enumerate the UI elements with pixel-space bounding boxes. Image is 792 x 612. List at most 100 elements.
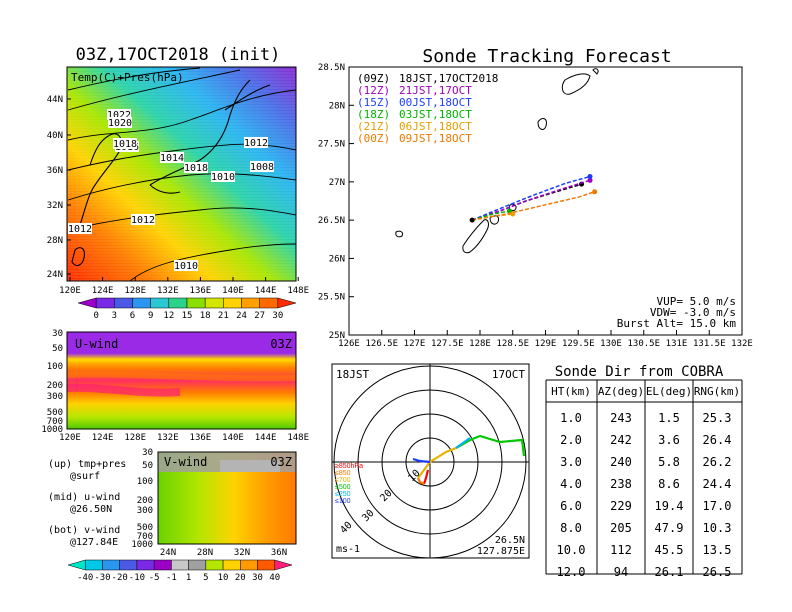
colorbar-swatch — [241, 297, 260, 309]
pressure-tick-label: 200 — [47, 381, 63, 391]
pressure-tick-label: 1000 — [41, 425, 63, 435]
svg-text:1012: 1012 — [131, 215, 155, 226]
track-endpoint — [592, 189, 598, 195]
svg-text:1010: 1010 — [211, 172, 235, 183]
isobars — [67, 67, 297, 282]
lat-tick-label: 32N — [47, 201, 63, 211]
hodo-date: 17OCT — [492, 368, 525, 381]
table-header: RNG(km) — [694, 385, 740, 398]
table-cell: 112 — [610, 543, 632, 557]
legend-utc: (21Z) — [357, 120, 390, 133]
colorbar-tick: -1 — [166, 573, 177, 583]
track-line — [471, 175, 591, 221]
lon-tick-label: 129E — [535, 339, 557, 349]
colorbar-swatch — [102, 559, 120, 571]
legend-jst: 06JST,18OCT — [399, 120, 472, 133]
svg-text:1018: 1018 — [113, 139, 137, 150]
colorbar-tick: 1 — [186, 573, 191, 583]
pressure-tick-label: 300 — [47, 392, 63, 402]
colorbar-swatch — [150, 297, 170, 309]
hodograph-trace — [412, 434, 526, 485]
colorbar-swatch — [153, 559, 172, 571]
table-title: Sonde Dir from COBRA — [555, 364, 724, 380]
sonde-table: HT(km) AZ(deg) EL(deg) RNG(km) 1.0 243 1.5 25.3… — [545, 379, 743, 579]
lon-tick-label: 144E — [255, 286, 277, 296]
lon-tick-label: 127E — [404, 339, 426, 349]
u-wind-panel: U-wind 03Z — [66, 331, 297, 430]
colorbar-swatch — [259, 297, 279, 309]
colorbar-swatch — [188, 559, 207, 571]
lon-tick-label: 136E — [190, 286, 212, 296]
colorbar-swatch — [171, 559, 189, 571]
isobar-label: 1018 — [113, 138, 137, 150]
colorbar-tick: 30 — [252, 573, 263, 583]
svg-text:1012: 1012 — [68, 224, 92, 235]
track-endpoint — [587, 173, 593, 179]
pressure-tick-label: 500 — [47, 408, 63, 418]
colorbar-tick: 3 — [112, 311, 117, 321]
lon-tick-label: 144E — [255, 433, 277, 443]
lat-tick-label: 32N — [234, 548, 250, 558]
colorbar-tick: -10 — [129, 573, 145, 583]
colorbar-swatch — [222, 559, 241, 571]
table-cell: 1.0 — [560, 411, 582, 425]
lon-tick-label: 132E — [157, 433, 179, 443]
track-series — [471, 173, 598, 221]
table-cell: 243 — [610, 411, 632, 425]
colorbar-tick: 6 — [130, 311, 135, 321]
svg-text:1018: 1018 — [184, 163, 208, 174]
temperature-colorbar: 0 3 6 9 12 15 18 21 24 27 30 — [77, 297, 297, 321]
legend-jst: 21JST,17OCT — [399, 84, 472, 97]
table-cell: 6.0 — [560, 499, 582, 513]
table-header: HT(km) — [551, 385, 591, 398]
isobar-label: 1010 — [211, 171, 235, 183]
table-cell: 45.5 — [655, 543, 684, 557]
track-line — [471, 191, 595, 221]
colorbar-tick: 15 — [182, 311, 193, 321]
table-cell: 12.0 — [557, 565, 586, 579]
colorbar-swatch — [223, 297, 242, 309]
isobar-label: 1010 — [174, 260, 198, 272]
note-line: (bot) v-wind — [48, 525, 120, 536]
lat-tick-label: 24N — [160, 548, 176, 558]
pressure-tick-label: 300 — [137, 506, 153, 516]
colorbar-swatch — [204, 297, 224, 309]
table-cell: 8.6 — [658, 477, 680, 491]
isobar-label: 1012 — [68, 223, 92, 235]
svg-text:1008: 1008 — [250, 162, 274, 173]
lon-tick-label: 126.5E — [365, 339, 398, 349]
isobar-label: 1018 — [184, 162, 208, 174]
hodo-lon: 127.875E — [477, 546, 525, 557]
lat-tick-label: 26N — [329, 254, 345, 264]
table-header: EL(deg) — [646, 385, 692, 398]
launch-param: Burst Alt= 15.0 km — [617, 317, 737, 330]
colorbar-tick: 21 — [218, 311, 229, 321]
lon-tick-label: 128.5E — [496, 339, 529, 349]
table-cell: 3.6 — [658, 433, 680, 447]
left-map-axes: 44N 40N 36N 32N 28N 24N 120E 124E 128E 132E 136E 14… — [47, 95, 309, 296]
colorbar-tick: -30 — [94, 573, 110, 583]
colorbar-swatch — [132, 297, 151, 309]
colorbar-swatch — [240, 559, 258, 571]
level-legend-item: ≤250 — [335, 491, 351, 498]
table-cell: 13.5 — [703, 543, 732, 557]
colorbar-swatch — [274, 559, 293, 571]
u-wind-label: U-wind — [75, 337, 118, 351]
table-cell: 5.8 — [658, 455, 680, 469]
hodo-level-legend: ≥850hPa≤850≤700≤500≤250≤100 — [335, 463, 363, 505]
table-cell: 3.0 — [560, 455, 582, 469]
map-label: Temp(C)+Pres(hPa) — [71, 71, 184, 84]
colorbar-tick: 30 — [272, 311, 283, 321]
hodo-unit: ms-1 — [336, 544, 360, 555]
note-line: (up) tmp+pres — [48, 459, 126, 470]
table-cell: 4.0 — [560, 477, 582, 491]
lat-tick-label: 28N — [329, 101, 345, 111]
lon-tick-label: 131E — [666, 339, 688, 349]
lon-tick-label: 128E — [124, 286, 146, 296]
svg-text:1022: 1022 — [107, 110, 131, 121]
level-legend-item: ≤500 — [335, 484, 351, 491]
legend-jst: 00JST,18OCT — [399, 96, 472, 109]
table-cell: 2.0 — [560, 433, 582, 447]
